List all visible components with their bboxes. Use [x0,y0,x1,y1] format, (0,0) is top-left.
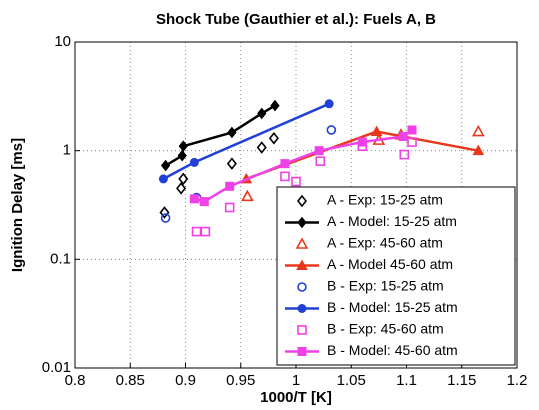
marker [191,226,202,237]
marker [158,174,168,184]
marker [296,259,308,270]
marker [268,132,279,145]
x-tick-label: 1.15 [447,372,476,389]
marker [177,149,187,162]
legend: A - Exp: 15-25 atm A - Model: 15-25 atm A … [276,186,516,366]
chart-title: Shock Tube (Gauthier et al.): Fuels A, B [156,11,436,28]
x-axis-label: 1000/T [K] [260,389,332,406]
marker [314,146,324,156]
x-tick-label: 1 [292,372,300,389]
y-tick-label: 0.1 [50,250,71,267]
marker [407,125,417,135]
x-tick-label: 0.9 [175,372,196,389]
y-tick-label: 10 [54,33,71,50]
marker [296,194,308,208]
marker [178,140,188,152]
marker [199,197,209,207]
marker [160,159,171,172]
marker [357,137,367,147]
legend-label: B - Exp: 15-25 atm [327,278,444,294]
y-tick-label: 0.01 [42,359,71,376]
series-line [162,102,330,180]
marker [270,99,280,112]
y-axis-label: Ignition Delay [ms] [9,138,26,272]
x-tick-label: 0.8 [65,372,86,389]
marker [224,202,235,213]
marker [280,159,290,169]
marker [326,125,337,135]
legend-label: B - Exp: 45-60 atm [327,321,444,337]
marker [370,125,383,137]
marker [227,126,237,139]
marker [399,149,410,160]
marker [324,99,334,109]
y-tick-label: 1 [63,142,71,159]
marker [472,144,485,156]
marker [226,157,237,170]
legend-label: A - Model: 15-25 atm [327,213,457,229]
x-tick-label: 0.85 [116,372,145,389]
marker [297,304,307,313]
marker [297,216,307,229]
marker [241,189,254,202]
x-tick-label: 0.95 [226,372,255,389]
marker [407,137,417,147]
legend-label: B - Model: 15-25 atm [327,299,458,315]
plot-frame [74,41,518,369]
legend-box [276,186,516,366]
marker [295,237,309,249]
marker [160,213,171,223]
legend-label: A - Exp: 15-25 atm [327,192,443,208]
marker [471,124,485,137]
marker [189,194,199,204]
marker [315,156,326,166]
marker [297,347,307,356]
marker [297,325,307,335]
marker [256,141,267,154]
marker [297,282,307,292]
marker [291,176,301,187]
marker [200,226,211,237]
x-tick-label: 1.1 [396,372,417,389]
legend-label: A - Model 45-60 atm [327,256,453,272]
x-tick-label: 1.2 [507,372,528,389]
marker [280,171,290,182]
marker [176,182,187,195]
marker [178,172,189,186]
marker [225,181,235,191]
marker [159,206,170,219]
x-tick-label: 1.05 [337,372,366,389]
legend-label: B - Model: 45-60 atm [327,342,458,358]
marker [398,132,408,142]
marker [189,157,199,167]
marker [257,107,267,120]
legend-label: A - Exp: 45-60 atm [327,235,443,251]
